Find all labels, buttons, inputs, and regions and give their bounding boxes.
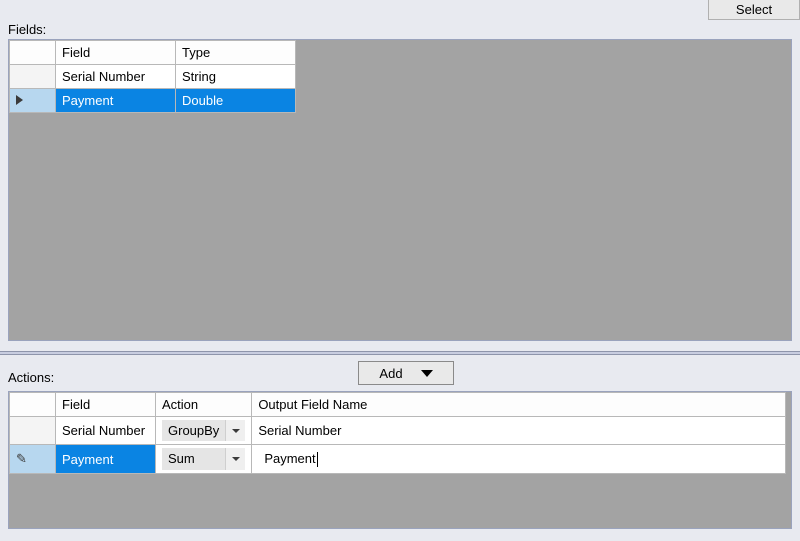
chevron-down-icon — [232, 429, 240, 433]
row-header[interactable] — [10, 417, 56, 445]
actions-header: Actions: Add — [0, 359, 800, 387]
actions-label: Actions: — [8, 362, 358, 385]
action-dropdown-button[interactable] — [225, 420, 245, 441]
field-cell[interactable]: Serial Number — [56, 65, 176, 89]
fields-col-field[interactable]: Field — [56, 41, 176, 65]
field-cell[interactable]: Serial Number — [56, 417, 156, 445]
fields-panel: FieldTypeSerial NumberStringPaymentDoubl… — [8, 39, 792, 341]
field-cell[interactable]: Payment — [56, 445, 156, 474]
row-header[interactable] — [10, 89, 56, 113]
action-cell[interactable]: Sum — [156, 445, 252, 474]
select-button[interactable]: Select — [708, 0, 800, 20]
actions-col-field[interactable]: Field — [56, 393, 156, 417]
actions-col-action[interactable]: Action — [156, 393, 252, 417]
splitter[interactable] — [0, 351, 800, 355]
row-header[interactable] — [10, 65, 56, 89]
output-field-cell[interactable]: Payment — [252, 445, 786, 474]
table-row[interactable]: Serial Number GroupBy Serial Number — [10, 417, 786, 445]
table-row[interactable]: PaymentDouble — [10, 89, 296, 113]
current-row-triangle-icon — [16, 95, 23, 105]
output-field-cell[interactable]: Serial Number — [252, 417, 786, 445]
table-row[interactable]: Serial NumberString — [10, 65, 296, 89]
edit-row-pencil-icon: ✎ — [16, 451, 27, 467]
row-header-corner — [10, 393, 56, 417]
fields-col-type[interactable]: Type — [176, 41, 296, 65]
action-value: Sum — [162, 448, 225, 470]
type-cell[interactable]: Double — [176, 89, 296, 113]
actions-col-output[interactable]: Output Field Name — [252, 393, 786, 417]
output-field-text: Payment — [264, 451, 315, 466]
field-cell[interactable]: Payment — [56, 89, 176, 113]
add-button[interactable]: Add — [358, 361, 454, 385]
row-header[interactable]: ✎ — [10, 445, 56, 474]
action-cell[interactable]: GroupBy — [156, 417, 252, 445]
table-row[interactable]: ✎ Payment Sum Payment — [10, 445, 786, 474]
row-header-corner — [10, 41, 56, 65]
fields-grid[interactable]: FieldTypeSerial NumberStringPaymentDoubl… — [9, 40, 296, 113]
top-bar: Select — [0, 0, 800, 20]
fields-label: Fields: — [0, 20, 800, 39]
dropdown-triangle-icon — [421, 370, 433, 377]
actions-grid[interactable]: FieldActionOutput Field NameSerial Numbe… — [9, 392, 786, 474]
text-caret-icon — [317, 452, 318, 467]
chevron-down-icon — [232, 457, 240, 461]
action-dropdown-button[interactable] — [225, 448, 245, 470]
add-button-label: Add — [379, 366, 402, 381]
type-cell[interactable]: String — [176, 65, 296, 89]
action-value: GroupBy — [162, 420, 225, 441]
actions-panel: FieldActionOutput Field NameSerial Numbe… — [8, 391, 792, 529]
